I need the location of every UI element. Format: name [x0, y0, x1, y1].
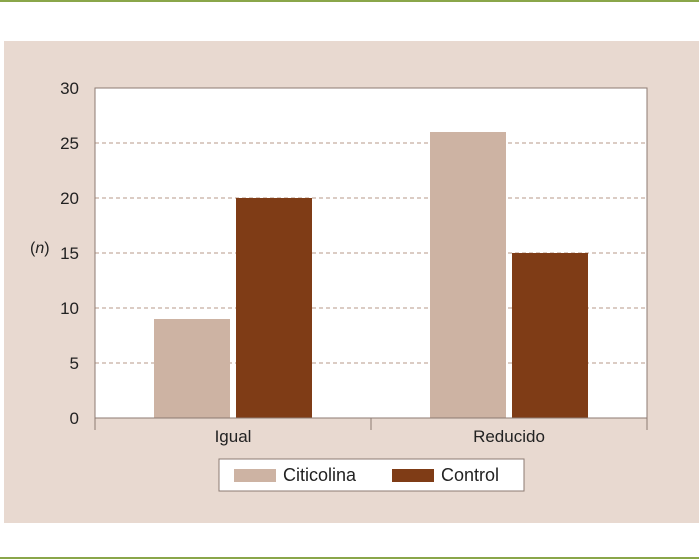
bar-igual-citicolina — [154, 319, 230, 418]
bar-reducido-citicolina — [430, 132, 506, 418]
y-tick-label-5: 5 — [70, 354, 79, 373]
x-category-label-reducido: Reducido — [473, 427, 545, 446]
bars — [154, 132, 588, 418]
y-axis-label: (n) — [30, 240, 50, 257]
legend: Citicolina Control — [218, 458, 525, 492]
legend-swatch-citicolina — [234, 469, 276, 482]
y-tick-label-30: 30 — [60, 79, 79, 98]
y-tick-label-20: 20 — [60, 189, 79, 208]
y-tick-label-0: 0 — [70, 409, 79, 428]
bar-igual-control — [236, 198, 312, 418]
axes — [94, 87, 648, 430]
x-category-labels: Igual Reducido — [215, 427, 545, 446]
bottom-rule — [0, 557, 699, 559]
y-tick-label-10: 10 — [60, 299, 79, 318]
y-tick-label-25: 25 — [60, 134, 79, 153]
legend-label-control: Control — [441, 465, 499, 485]
bar-reducido-control — [512, 253, 588, 418]
y-tick-label-15: 15 — [60, 244, 79, 263]
legend-swatch-control — [392, 469, 434, 482]
legend-label-citicolina: Citicolina — [283, 465, 357, 485]
top-rule — [0, 0, 699, 2]
y-tick-labels: 0 5 10 15 20 25 30 — [60, 79, 79, 428]
x-category-label-igual: Igual — [215, 427, 252, 446]
